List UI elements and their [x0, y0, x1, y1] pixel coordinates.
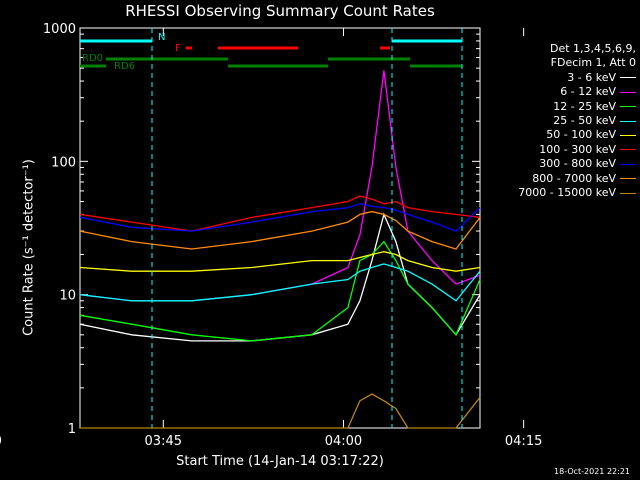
flag-bars: NF RD0 RD6	[80, 28, 463, 428]
x-axis-label: Start Time (14-Jan-14 03:17:22)	[176, 454, 384, 469]
legend-item: 300 - 800 keV	[484, 157, 636, 171]
legend-label: 300 - 800 keV	[539, 157, 616, 171]
legend-swatch	[620, 120, 636, 122]
legend-swatch	[620, 106, 636, 108]
y-axis-label: Count Rate (s⁻¹ detector⁻¹)	[21, 159, 37, 336]
flag-label: RD0	[82, 53, 103, 64]
x-tick-label: 03:30	[0, 434, 2, 449]
legend-swatch	[620, 163, 636, 165]
legend-label: 6 - 12 keV	[560, 85, 616, 99]
flag-label: F	[175, 43, 181, 54]
series-line	[79, 203, 481, 232]
y-tick-label: 1000	[43, 22, 76, 37]
series-line	[79, 210, 481, 250]
legend-swatch	[620, 134, 636, 136]
x-tick-label: 04:15	[505, 434, 542, 449]
legend-item: 100 - 300 keV	[484, 143, 636, 157]
legend-header-2: FDecim 1, Att 0	[550, 56, 636, 70]
legend-label: 800 - 7000 keV	[532, 171, 616, 185]
legend-swatch	[620, 178, 636, 180]
legend-label: 3 - 6 keV	[567, 70, 616, 84]
series-lines	[79, 70, 481, 429]
legend-item: 7000 - 15000 keV	[484, 186, 636, 200]
legend-item: 3 - 6 keV	[484, 71, 636, 85]
y-tick-label: 100	[51, 155, 76, 170]
series-line	[79, 251, 481, 272]
legend-swatch	[620, 149, 636, 151]
legend-swatch	[620, 192, 636, 194]
series-line	[79, 70, 481, 302]
chart-title: RHESSI Observing Summary Count Rates	[125, 2, 435, 20]
y-tick-label: 1	[68, 422, 76, 437]
legend-item: 800 - 7000 keV	[484, 172, 636, 186]
legend-swatch	[620, 91, 636, 93]
legend-label: 50 - 100 keV	[546, 128, 616, 142]
legend: Det 1,3,4,5,6,9, FDecim 1, Att 0 3 - 6 k…	[484, 42, 636, 200]
legend-item: 12 - 25 keV	[484, 100, 636, 114]
legend-label: 7000 - 15000 keV	[518, 186, 616, 200]
legend-label: 12 - 25 keV	[553, 99, 616, 113]
legend-swatch	[620, 77, 636, 79]
series-line	[79, 195, 481, 232]
legend-item: 50 - 100 keV	[484, 128, 636, 142]
y-tick-label: 10	[59, 289, 76, 304]
legend-label: 100 - 300 keV	[539, 142, 616, 156]
series-line	[79, 263, 481, 302]
series-line	[80, 393, 481, 429]
legend-label: 25 - 50 keV	[553, 114, 616, 128]
flag-label: RD6	[114, 61, 135, 72]
legend-item: 6 - 12 keV	[484, 85, 636, 99]
x-tick-label: 03:45	[145, 434, 182, 449]
x-tick-label: 04:00	[325, 434, 362, 449]
timestamp: 18-Oct-2021 22:21	[554, 467, 630, 476]
flag-label: N	[158, 32, 165, 43]
legend-item: 25 - 50 keV	[484, 114, 636, 128]
series-line	[79, 240, 481, 342]
legend-header-1: Det 1,3,4,5,6,9,	[549, 42, 636, 55]
